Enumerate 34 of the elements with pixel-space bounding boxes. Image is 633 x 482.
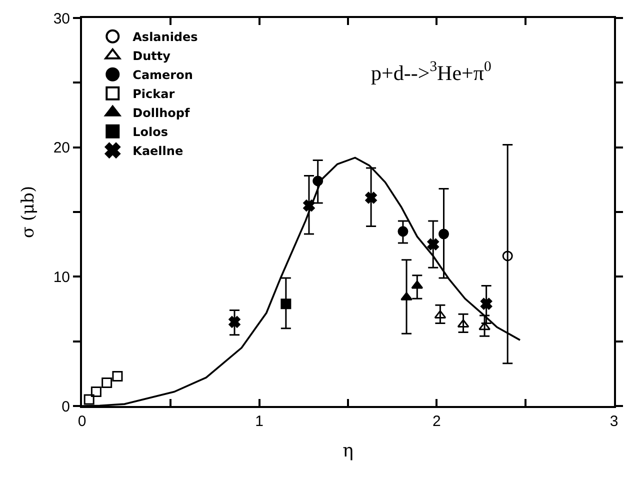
x-tick-label: 3 (610, 413, 618, 430)
point (112, 371, 123, 382)
point (90, 386, 102, 398)
legend-label: Aslanides (132, 30, 198, 44)
y-tick-label: 30 (53, 10, 70, 28)
point (398, 226, 408, 237)
x-tick-label: 1 (255, 413, 264, 430)
point (102, 377, 112, 388)
y-tick-label: 10 (53, 268, 70, 286)
point (84, 394, 94, 405)
y-tick-label: 0 (62, 398, 70, 416)
point (438, 228, 450, 240)
legend-label: Dutty (132, 49, 171, 64)
x-axis-title: η (342, 440, 354, 462)
point (280, 298, 292, 310)
point (400, 292, 412, 300)
legend-label: Cameron (132, 68, 193, 82)
point (457, 319, 470, 328)
legend-label: Lolos (132, 125, 168, 140)
point (427, 238, 439, 250)
y-axis-title: σ (μb) (18, 186, 38, 238)
legend-label: Dollhopf (132, 106, 190, 120)
point (502, 250, 513, 262)
y-tick-label: 20 (53, 140, 70, 157)
annotation: p+d-->$^{3}$He+π$^{0}$ (371, 59, 492, 85)
point (365, 192, 377, 204)
point (478, 322, 490, 330)
x-tick-label: 2 (432, 413, 441, 430)
legend-label: Kaellne (132, 144, 184, 158)
point (480, 298, 492, 310)
point (228, 316, 240, 328)
legend-label: Pickar (132, 87, 175, 102)
point (411, 280, 424, 289)
x-tick-label: 0 (78, 413, 86, 430)
